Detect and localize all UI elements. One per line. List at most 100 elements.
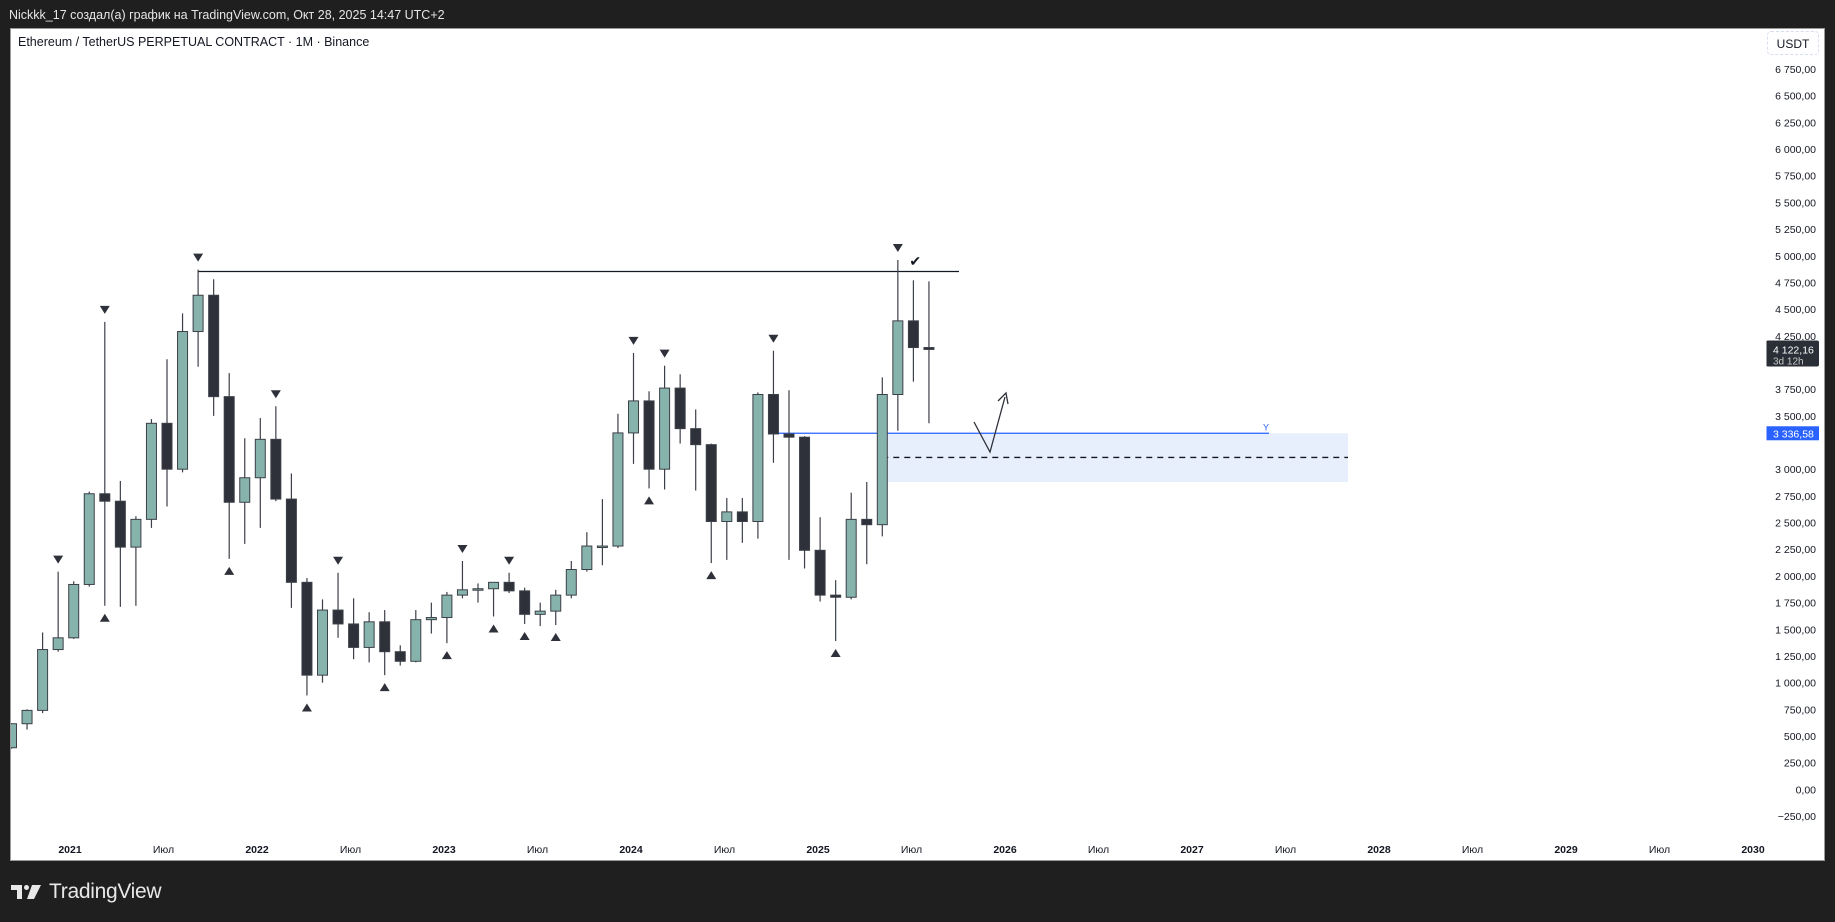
candle[interactable] [301,578,313,696]
candle[interactable] [472,583,484,603]
candle[interactable] [394,645,406,666]
candle[interactable] [145,419,157,528]
ray-label: Y [1263,422,1269,432]
candle[interactable] [690,409,702,491]
ray-price-badge [1766,426,1819,441]
price-axis-label: 0,00 [1796,784,1817,796]
candle[interactable] [721,498,733,560]
candle[interactable] [192,269,204,367]
candle[interactable] [270,406,282,502]
candle[interactable] [907,280,919,382]
time-axis-label: 2030 [1741,844,1765,856]
plot-area[interactable]: Y✔ [7,244,1349,749]
candle[interactable] [317,599,328,683]
fractal-low-marker [830,649,841,658]
candle[interactable] [861,482,873,565]
fractal-high-marker [504,556,515,565]
candle[interactable] [348,598,360,660]
candle[interactable] [285,473,297,608]
candle[interactable] [643,391,655,489]
candle[interactable] [628,352,639,464]
price-axis-label: 6 000,00 [1775,144,1816,156]
checkmark-icon: ✔ [909,253,921,269]
candle[interactable] [845,492,857,600]
candle[interactable] [892,260,904,431]
candle[interactable] [208,279,220,416]
fractal-low-marker [488,624,499,633]
candle[interactable] [161,359,173,507]
price-axis-label: 3 750,00 [1775,384,1816,396]
candle[interactable] [52,571,64,652]
price-axis-label: 6 750,00 [1775,64,1816,76]
candle[interactable] [519,587,531,624]
candle[interactable] [68,581,80,639]
candle[interactable] [99,321,111,606]
candle[interactable] [736,498,748,543]
candle[interactable] [752,392,764,539]
candle[interactable] [550,589,562,626]
candle[interactable] [674,374,686,444]
candle[interactable] [114,480,126,607]
candle[interactable] [659,365,671,490]
candle[interactable] [441,591,453,644]
candle[interactable] [456,560,468,599]
price-axis-label: 1 250,00 [1775,651,1816,663]
candle[interactable] [7,723,17,749]
candle[interactable] [783,390,795,560]
candle[interactable] [130,516,142,606]
candle[interactable] [503,572,515,593]
fractal-low-marker [550,633,561,642]
projection-path[interactable] [973,396,1006,454]
candle[interactable] [565,560,577,599]
candle[interactable] [410,610,422,663]
candle[interactable] [581,532,593,572]
time-axis-label: 2027 [1180,844,1204,856]
tradingview-logo-icon [11,885,41,899]
time-axis-label: Июл [1088,844,1109,856]
candle[interactable] [534,602,546,627]
candle[interactable] [83,491,95,587]
fractal-high-marker [659,349,670,358]
candle[interactable] [705,443,717,564]
candle[interactable] [37,632,49,714]
candle[interactable] [379,610,391,676]
fractal-low-marker [301,703,312,712]
candle[interactable] [488,581,500,617]
price-axis-label: 4 250,00 [1775,331,1816,343]
candle[interactable] [799,436,811,569]
fractal-high-marker [457,544,468,553]
candle[interactable] [596,499,608,566]
candle[interactable] [223,373,235,559]
price-axis-label: 6 500,00 [1775,91,1816,103]
price-axis-label: 1 000,00 [1775,678,1816,690]
candle[interactable] [612,413,624,549]
fractal-low-marker [379,683,390,692]
price-axis-label: 1 750,00 [1775,598,1816,610]
candle[interactable] [830,580,842,642]
price-axis-label: 4 750,00 [1775,277,1816,289]
price-axis-label: 2 000,00 [1775,571,1816,583]
price-axis-label: 5 500,00 [1775,197,1816,209]
candle[interactable] [177,313,189,473]
fractal-high-marker [193,253,204,262]
tradingview-logo[interactable]: TradingView [11,880,162,904]
candle[interactable] [332,572,344,638]
candle[interactable] [21,709,33,730]
candle[interactable] [814,517,826,602]
candle[interactable] [876,377,888,537]
candle[interactable] [923,281,935,424]
candle[interactable] [363,612,375,663]
time-axis-label: 2021 [58,844,82,856]
candle[interactable] [239,438,251,544]
time-axis-label: 2029 [1554,844,1578,856]
price-axis-label: 2 250,00 [1775,544,1816,556]
symbol-title: Ethereum / TetherUS PERPETUAL CONTRACT ·… [18,35,370,49]
time-axis-label: 2024 [619,844,643,856]
currency-button[interactable]: USDT [1767,31,1819,55]
candle[interactable] [425,602,437,634]
candle[interactable] [767,350,779,463]
fractal-low-marker [519,631,530,640]
candle[interactable] [254,417,266,528]
price-axis-label: 1 500,00 [1775,624,1816,636]
